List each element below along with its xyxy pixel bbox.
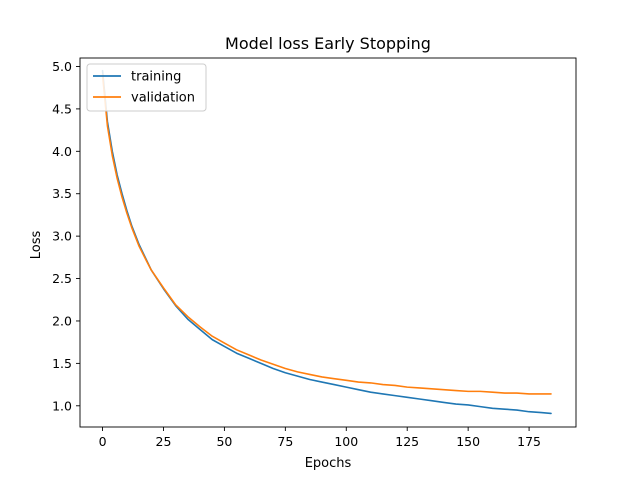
- y-tick-label: 1.0: [52, 398, 72, 413]
- x-tick-label: 150: [456, 434, 480, 449]
- plot-area: [79, 57, 577, 428]
- y-tick-label: 3.0: [52, 229, 72, 244]
- series-layer: [101, 69, 552, 415]
- legend: training validation: [86, 63, 207, 112]
- axes-layer: 0 25 50 75 100 125 150 175 1.0 1.5 2.0 2.5 3.0 3.5 4.0…: [52, 59, 541, 449]
- y-tick-label: 4.0: [52, 144, 72, 159]
- x-tick-label: 175: [517, 434, 541, 449]
- x-tick-label: 25: [156, 434, 172, 449]
- legend-label-validation: validation: [131, 91, 195, 106]
- y-tick-label: 2.0: [52, 313, 72, 328]
- y-axis-title: Loss: [29, 231, 44, 260]
- plot-frame: [79, 57, 577, 428]
- x-tick-label: 125: [395, 434, 419, 449]
- x-tick-label: 75: [277, 434, 293, 449]
- y-tick-label: 2.5: [52, 271, 72, 286]
- x-axis-title: Epochs: [305, 456, 352, 471]
- y-tick-label: 4.5: [52, 101, 72, 116]
- chart-title: Model loss Early Stopping: [225, 34, 431, 53]
- y-tick-label: 3.5: [52, 186, 72, 201]
- legend-label-training: training: [131, 70, 181, 85]
- series-line-validation: [101, 74, 552, 395]
- x-tick-label: 100: [334, 434, 358, 449]
- x-tick-label: 0: [99, 434, 107, 449]
- y-tick-label: 1.5: [52, 356, 72, 371]
- x-tick-label: 50: [216, 434, 232, 449]
- y-tick-label: 5.0: [52, 59, 72, 74]
